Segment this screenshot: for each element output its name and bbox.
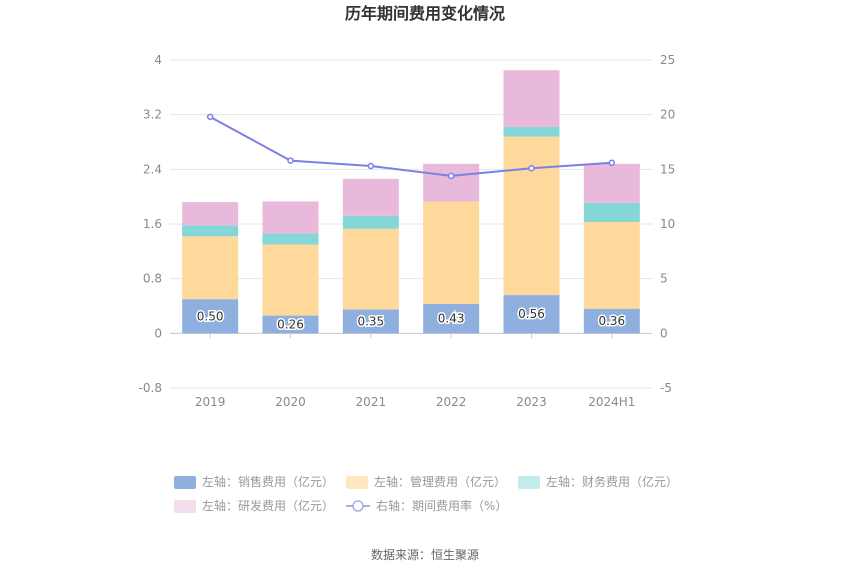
bars (182, 70, 640, 334)
right-axis: 25 20 15 10 5 0 -5 (660, 53, 675, 395)
bar-segment (262, 244, 319, 316)
left-tick-label: 3.2 (143, 108, 162, 122)
bar-segment (583, 163, 640, 203)
bar-segment (182, 236, 239, 300)
rate-line (206, 113, 616, 180)
bar-segment (262, 315, 319, 334)
data-label: 0.26 (277, 317, 304, 331)
x-tick-label: 2019 (195, 395, 226, 409)
rate-point (206, 113, 214, 121)
left-tick-label: 2.4 (143, 162, 162, 176)
source-note: 数据来源：恒生聚源 (371, 547, 479, 562)
bar-segment (583, 221, 640, 309)
left-tick-label: 4 (154, 53, 162, 67)
x-axis: 2019 2020 2021 2022 2023 2024H1 (195, 333, 635, 409)
bar-segment (342, 215, 399, 229)
bar-segment (503, 70, 560, 127)
rate-point (528, 164, 535, 172)
left-tick-label: -0.8 (139, 381, 162, 395)
right-tick-label: 0 (660, 326, 668, 340)
x-tick-label: 2022 (436, 395, 467, 409)
rate-point (447, 172, 455, 180)
bar-segment (423, 303, 480, 334)
legend-label: 左轴：销售费用（亿元） (202, 474, 334, 489)
left-tick-label: 1.6 (143, 217, 162, 231)
x-tick-label: 2021 (356, 395, 387, 409)
legend-swatch (346, 476, 368, 489)
data-labels: 0.50 0.26 0.35 0.43 0.56 0.36 (195, 306, 626, 333)
chart-title: 历年期间费用变化情况 (345, 4, 505, 23)
right-tick-label: 15 (660, 162, 675, 176)
legend-swatch (174, 500, 196, 513)
right-tick-label: 20 (660, 108, 675, 122)
x-tick-label: 2024H1 (588, 395, 635, 409)
legend-swatch (174, 476, 196, 489)
legend: 左轴：销售费用（亿元） 左轴：管理费用（亿元） 左轴：财务费用（亿元） 左轴：研发费用… (174, 474, 678, 513)
bar-segment (503, 295, 560, 334)
bar-segment (342, 178, 399, 216)
right-tick-label: 25 (660, 53, 675, 67)
legend-label: 左轴：研发费用（亿元） (202, 498, 334, 513)
data-label: 0.56 (518, 307, 545, 321)
bar-segment (583, 202, 640, 222)
bar-segment (182, 225, 239, 237)
right-tick-label: 10 (660, 217, 675, 231)
left-tick-label: 0.8 (143, 272, 162, 286)
legend-line-marker (352, 500, 364, 512)
left-axis: 4 3.2 2.4 1.6 0.8 0 -0.8 (139, 53, 162, 395)
right-tick-label: -5 (660, 381, 672, 395)
legend-label: 左轴：财务费用（亿元） (546, 474, 678, 489)
right-tick-label: 5 (660, 272, 668, 286)
legend-swatch (518, 476, 540, 489)
legend-label: 右轴：期间费用率（%） (376, 498, 507, 513)
bar-segment (342, 228, 399, 310)
x-tick-label: 2020 (275, 395, 306, 409)
rate-point (608, 159, 616, 167)
data-label: 0.35 (357, 314, 384, 328)
bar-segment (182, 299, 239, 334)
bar-segment (503, 126, 560, 137)
bar-segment (182, 202, 239, 226)
data-label: 0.43 (438, 312, 465, 326)
bar-segment (423, 163, 480, 202)
bar-segment (342, 309, 399, 334)
left-tick-label: 0 (154, 326, 162, 340)
rate-line-path (209, 115, 612, 177)
x-tick-label: 2023 (516, 395, 547, 409)
bar-segment (503, 136, 560, 296)
legend-label: 左轴：管理费用（亿元） (374, 474, 506, 489)
data-label: 0.50 (197, 309, 224, 323)
bar-segment (583, 308, 640, 334)
bar-segment (423, 201, 480, 304)
rate-point (287, 157, 294, 164)
rate-point (367, 162, 375, 170)
data-label: 0.36 (598, 314, 625, 328)
bar-segment (262, 201, 319, 234)
bar-segment (262, 233, 319, 245)
grid-lines (170, 59, 652, 389)
